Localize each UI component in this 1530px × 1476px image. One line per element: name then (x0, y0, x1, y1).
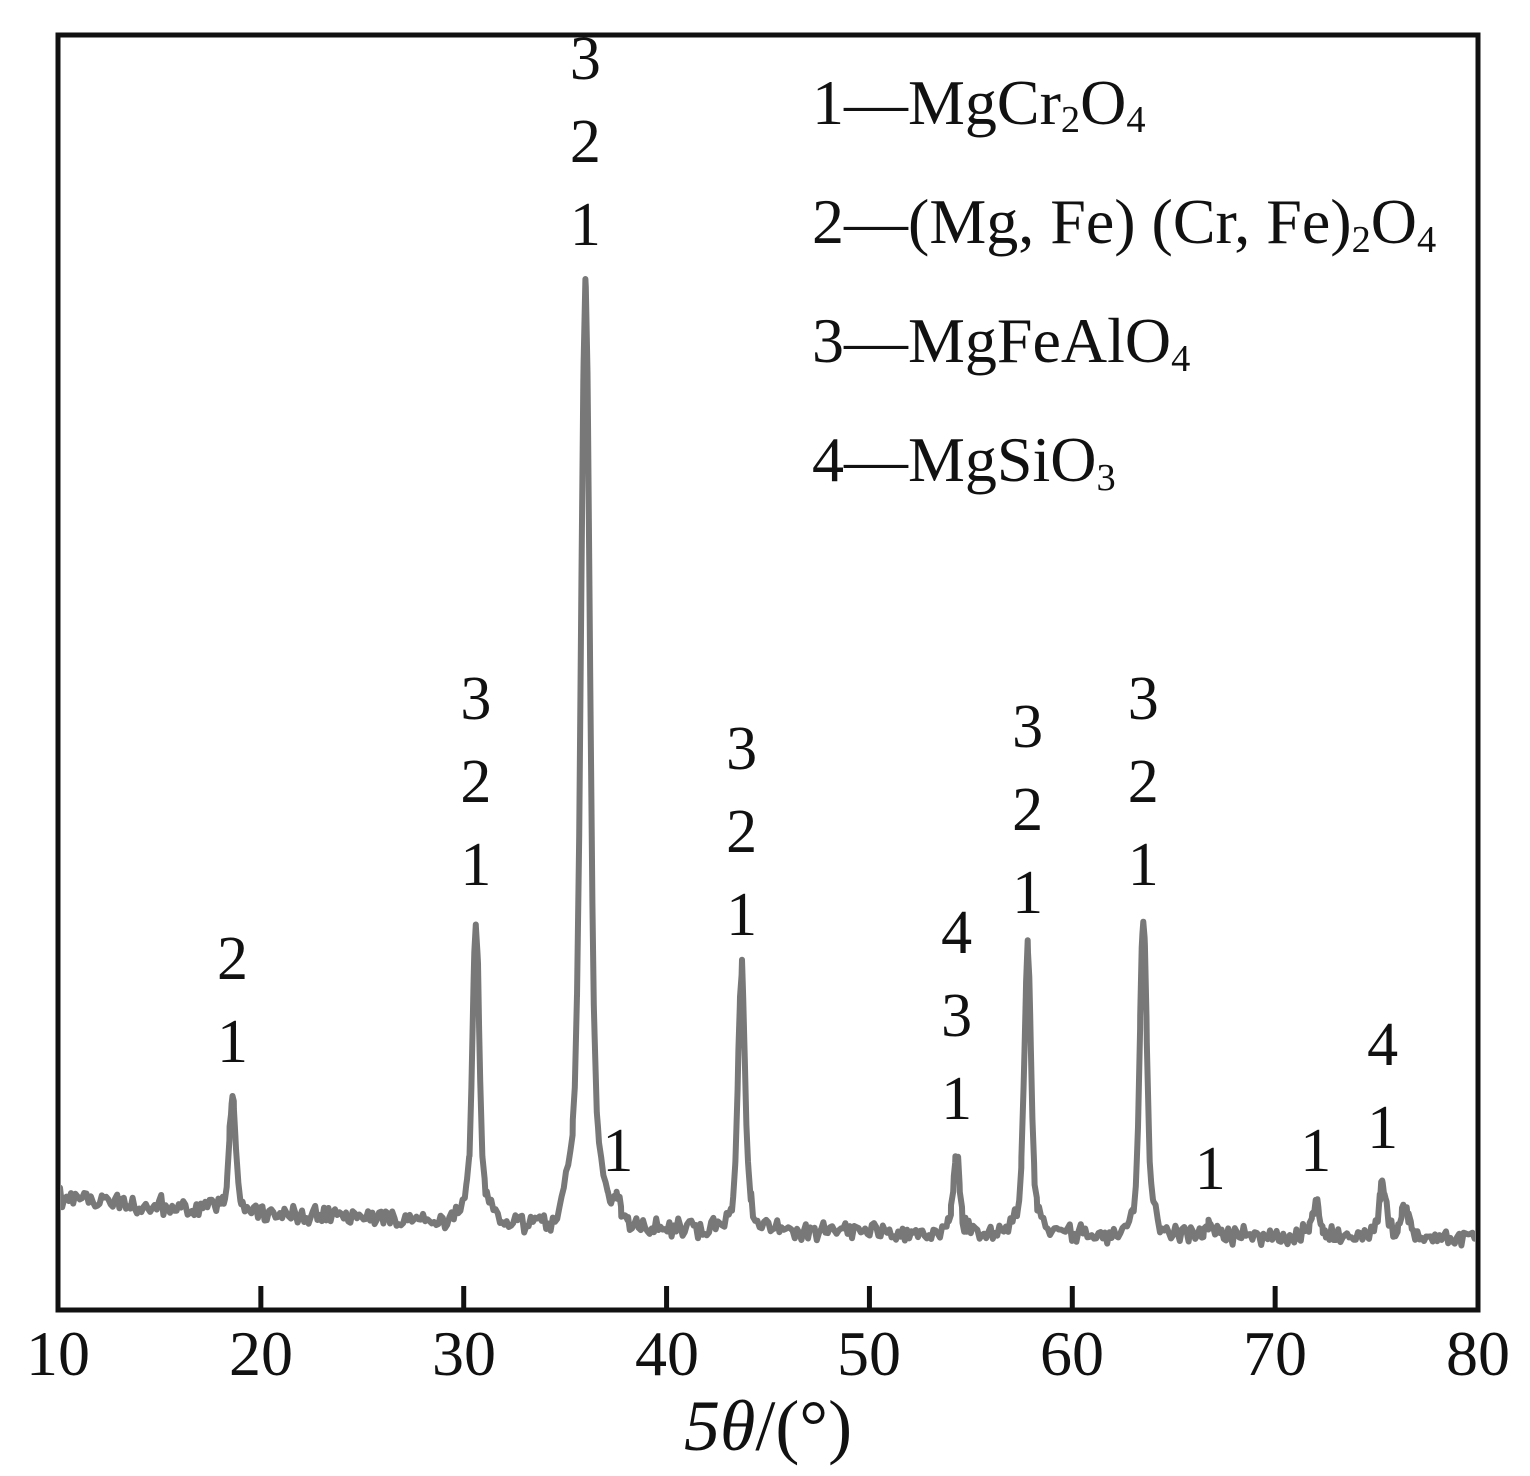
peak-phase-number: 4 (941, 899, 973, 968)
peak-phase-number: 1 (569, 191, 601, 260)
legend-item-4: 4—MgSiO3 (812, 424, 1436, 497)
x-tick-label: 10 (26, 1318, 90, 1389)
peak-label-stack: 3 2 1 (570, 18, 601, 267)
peak-phase-number: 1 (1367, 1094, 1399, 1163)
legend-dash: — (844, 305, 908, 377)
x-axis-title-symbol: 5θ (683, 1386, 756, 1466)
legend-dash: — (844, 424, 908, 496)
legend-formula-text: MgCr (908, 67, 1061, 138)
peak-phase-number: 1 (1012, 859, 1044, 928)
legend-number: 3 (812, 305, 844, 377)
legend-item-1: 1—MgCr2O4 (812, 67, 1436, 140)
peak-phase-number: 3 (1012, 693, 1044, 762)
peak-phase-number: 2 (460, 747, 492, 816)
x-tick-label: 40 (635, 1318, 699, 1389)
peak-phase-number: 2 (216, 924, 248, 993)
peak-label-stack: 4 3 1 (941, 892, 972, 1141)
legend-formula-text: O (1080, 67, 1127, 138)
x-tick-label: 30 (432, 1318, 496, 1389)
peak-phase-number: 3 (460, 664, 492, 733)
legend-formula-text: MgSiO (908, 424, 1097, 496)
legend-formula-subscript: 2 (1351, 218, 1371, 261)
legend-number: 1 (812, 67, 844, 138)
x-tick-label: 70 (1243, 1318, 1307, 1389)
peak-phase-number: 1 (216, 1007, 248, 1076)
peak-phase-number: 2 (569, 108, 601, 177)
peak-label-stack: 3 2 1 (1012, 686, 1043, 935)
phase-legend: 1—MgCr2O4 2—(Mg, Fe) (Cr, Fe)2O4 3—MgFeAlO… (812, 67, 1436, 497)
peak-phase-number: 2 (726, 797, 758, 866)
legend-formula-subscript: 4 (1126, 99, 1146, 142)
x-axis-title-units: /(°) (755, 1386, 853, 1466)
peak-label-stack: 1 (602, 1110, 633, 1193)
peak-phase-number: 3 (941, 982, 973, 1051)
legend-number: 2 (812, 186, 844, 258)
peak-phase-number: 2 (1127, 748, 1159, 817)
peak-phase-number: 3 (726, 714, 758, 783)
peak-label-stack: 1 (1300, 1110, 1331, 1193)
legend-formula-subscript: 4 (1417, 218, 1437, 261)
peak-phase-number: 1 (1194, 1135, 1226, 1204)
peak-phase-number: 3 (569, 25, 601, 94)
plot-frame (55, 32, 1481, 1313)
legend-formula-text: MgFeAlO (908, 305, 1172, 377)
peak-phase-number: 1 (941, 1065, 973, 1134)
peak-phase-number: 1 (1127, 831, 1159, 900)
peak-phase-number: 1 (460, 830, 492, 899)
peak-label-stack: 3 2 1 (1128, 658, 1159, 907)
legend-formula-text: O (1370, 186, 1418, 258)
peak-label-stack: 3 2 1 (726, 708, 757, 957)
legend-formula-subscript: 3 (1096, 456, 1116, 499)
legend-formula-subscript: 2 (1060, 99, 1081, 142)
peak-phase-number: 2 (1012, 776, 1044, 845)
legend-item-3: 3—MgFeAlO4 (812, 305, 1436, 378)
legend-dash: — (844, 67, 908, 138)
x-tick-label: 60 (1040, 1318, 1104, 1389)
peak-phase-number: 1 (726, 880, 758, 949)
peak-phase-number: 1 (1300, 1117, 1332, 1186)
legend-dash: — (844, 186, 908, 258)
legend-formula-text: (Mg, Fe) (Cr, Fe) (908, 186, 1352, 258)
x-tick-label: 50 (837, 1318, 901, 1389)
x-tick-label: 80 (1446, 1318, 1510, 1389)
peak-phase-number: 1 (602, 1117, 634, 1186)
x-tick-label: 20 (229, 1318, 293, 1389)
x-axis-title: 5θ/(°) (684, 1390, 852, 1462)
peak-label-stack: 3 2 1 (460, 658, 491, 907)
legend-number: 4 (812, 424, 844, 496)
legend-formula-subscript: 4 (1171, 337, 1191, 380)
peak-phase-number: 4 (1367, 1011, 1399, 1080)
legend-item-2: 2—(Mg, Fe) (Cr, Fe)2O4 (812, 186, 1436, 259)
xrd-curve (61, 276, 1475, 1249)
peak-phase-number: 3 (1127, 665, 1159, 734)
peak-label-stack: 1 (1195, 1128, 1226, 1211)
